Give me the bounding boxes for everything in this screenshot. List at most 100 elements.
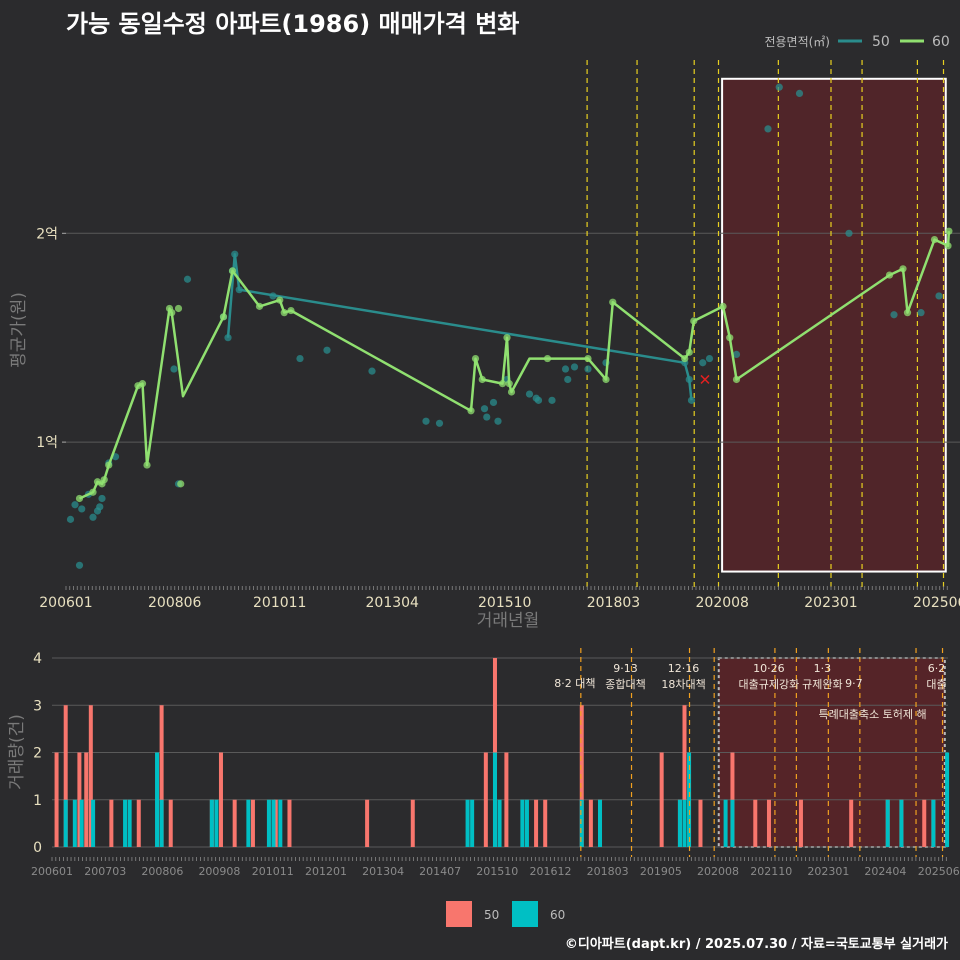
footer-credit: ©디아파트(dapt.kr) / 2025.07.30 / 자료=국토교통부 실… [564,937,948,952]
event-date: 8·2 대책 [554,677,595,690]
bar-50 [77,752,82,847]
bar-50 [250,799,255,847]
point-50 [78,505,86,513]
point-50 [296,354,304,363]
bar-60 [123,799,128,847]
bottom-x-tick-label: 202404 [864,865,906,878]
bar-60 [72,799,77,847]
bar-60 [598,799,603,847]
point-60 [228,267,237,275]
bar-60 [899,799,904,847]
point-50 [323,346,331,354]
bottom-legend-label-50: 50 [484,908,499,922]
policy-event-labels: 8·2 대책 9·13 종합대책 12·16 18차대책 10·26 대출규제강화 1·3 규제… [554,662,946,721]
point-50 [584,365,592,373]
point-60 [899,265,907,273]
point-50 [224,334,232,342]
bar-60 [214,799,219,847]
point-50 [480,405,489,413]
point-60 [287,306,295,315]
bar-60 [470,799,475,847]
bar-60 [723,799,728,847]
bar-50 [410,799,415,847]
point-60 [471,354,480,363]
x-tick-label: 202008 [696,595,749,611]
point-60 [719,302,727,310]
point-60 [89,488,97,496]
highlight-box [721,77,947,573]
legend-label-60: 60 [932,34,950,50]
point-60 [105,461,113,469]
point-60 [685,348,693,356]
bar-60 [155,752,160,847]
top-legend: 전용면적(㎡) 50 60 [764,34,949,50]
point-60 [280,309,288,317]
bar-60 [885,799,890,847]
event-date: 9·13 [613,662,638,675]
top-y-axis-title: 평균가(원) [9,292,29,368]
bar-50 [698,799,703,847]
bottom-x-tick-label: 201304 [362,865,404,878]
point-50 [368,367,376,375]
point-50 [89,513,97,521]
point-50 [269,292,277,300]
bar-60 [579,799,584,847]
bottom-y-axis-title: 거래량(건) [7,714,27,790]
bar-60 [682,799,687,847]
bar-60 [945,752,950,847]
point-50 [525,390,534,398]
point-60 [726,334,734,342]
point-50 [705,354,714,363]
bar-50 [84,752,89,847]
point-60 [276,296,284,304]
bottom-legend: 50 60 [446,901,565,927]
bar-50 [753,799,758,847]
x-tick-label: 202301 [804,595,857,611]
bar-60 [465,799,470,847]
bar-60 [127,799,132,847]
point-60 [507,388,516,396]
point-50 [564,375,572,384]
chart-title: 가능 동일수정 아파트(1986) 매매가격 변화 [66,10,520,38]
point-60 [690,317,698,325]
event-label: 대출규제강화 [739,678,800,691]
bar-50 [159,705,164,847]
x-tick-label: 202506 [913,595,960,611]
point-60 [503,334,511,342]
event-label: 18차대책 [661,678,705,691]
bottom-x-tick-label: 201201 [305,865,347,878]
bottom-y-tick-label: 0 [33,840,42,856]
point-60 [602,375,610,384]
bar-50 [54,752,59,847]
point-60 [219,313,228,321]
point-60 [255,302,264,310]
bottom-legend-label-60: 60 [550,908,565,922]
top-series [66,83,953,569]
bottom-x-tick-label: 201612 [530,865,572,878]
point-50 [170,365,178,373]
bar-50 [88,705,93,847]
point-50 [732,350,741,359]
bar-50 [136,799,141,847]
point-60 [609,298,617,306]
point-50 [435,419,444,427]
point-60 [138,380,147,388]
point-50 [235,286,243,294]
bar-50 [588,799,593,847]
bar-50 [798,799,803,847]
point-50 [775,83,783,91]
bar-50 [109,799,114,847]
bar-50 [63,705,68,847]
point-60 [168,309,176,317]
point-50 [489,398,498,407]
point-50 [71,501,79,509]
bottom-x-tick-label: 200908 [198,865,240,878]
bottom-x-tick-label: 200703 [84,865,126,878]
point-60 [467,407,475,415]
bar-60 [730,799,735,847]
bottom-y-tick-label: 2 [33,746,42,762]
bar-50 [849,799,854,847]
point-60 [885,271,894,279]
point-50 [570,363,579,371]
x-tick-label: 201803 [587,595,640,611]
